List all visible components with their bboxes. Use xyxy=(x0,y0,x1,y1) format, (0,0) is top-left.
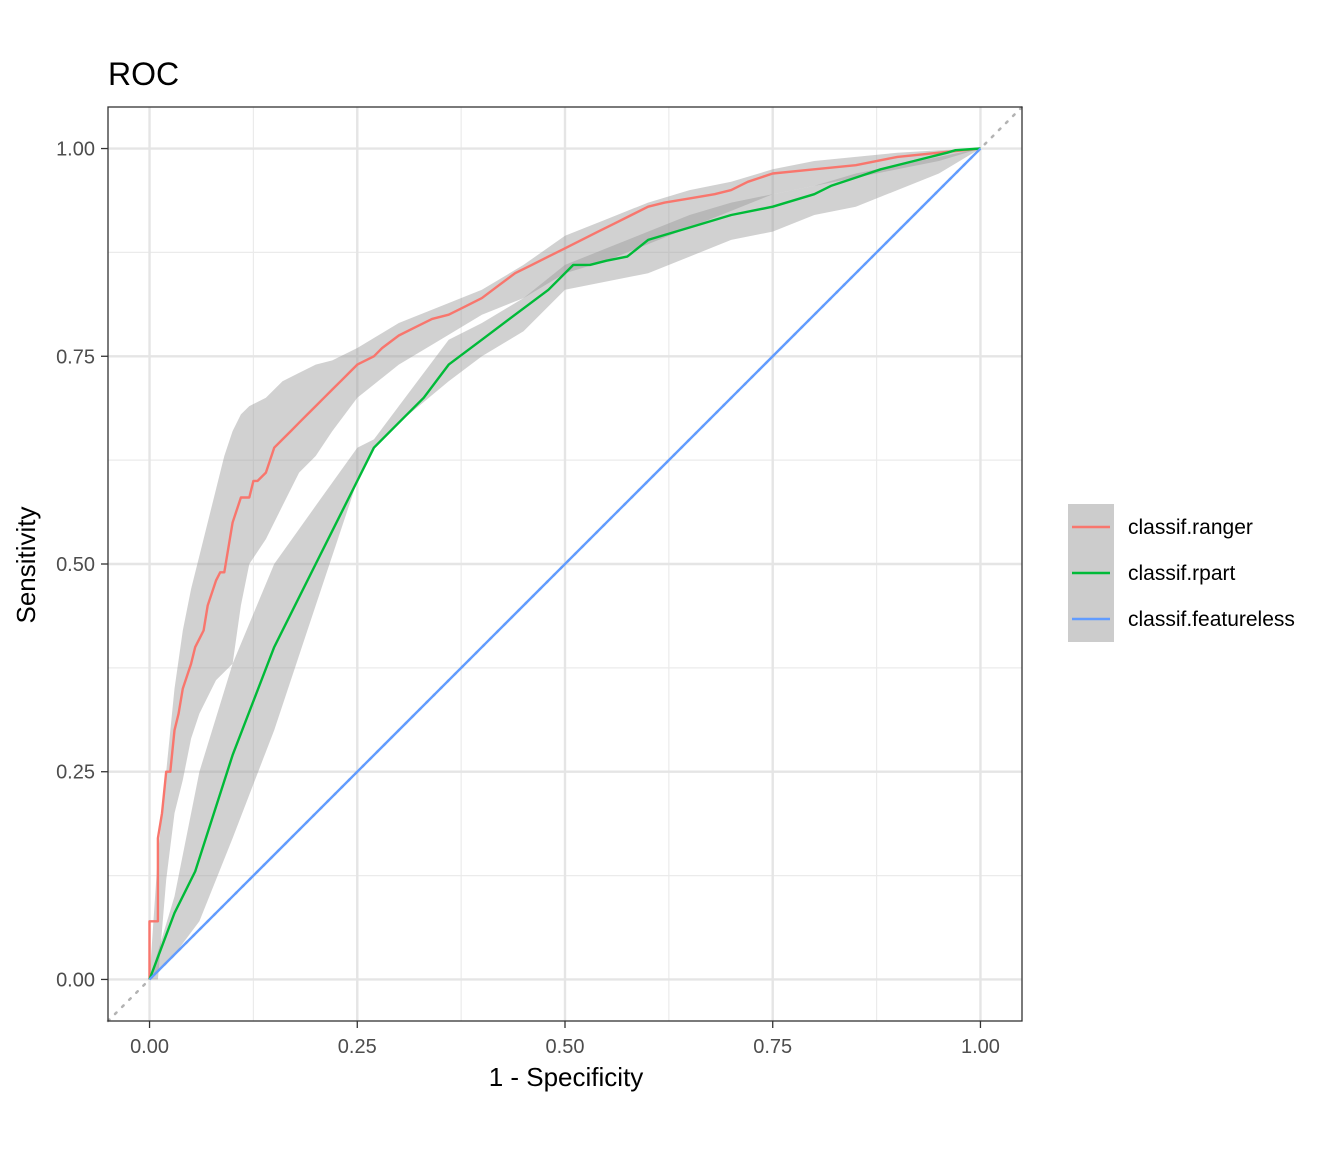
y-tick-label: 0.25 xyxy=(56,762,95,784)
x-axis-ticks: 0.00 0.25 0.50 0.75 1.00 xyxy=(130,1021,1000,1058)
legend-label-classif.rpart: classif.rpart xyxy=(1128,562,1236,585)
legend-label-classif.featureless: classif.featureless xyxy=(1128,608,1295,631)
y-tick-label: 0.75 xyxy=(56,346,95,368)
chart-title: ROC xyxy=(108,56,179,92)
y-tick-label: 0.50 xyxy=(56,554,95,576)
legend: classif.ranger classif.rpart classif.featu… xyxy=(1068,504,1295,642)
x-tick-label: 0.75 xyxy=(753,1036,792,1058)
y-tick-label: 0.00 xyxy=(56,969,95,991)
confidence-band-classif.ranger xyxy=(149,148,981,980)
series-lines xyxy=(148,147,982,981)
y-axis-ticks: 0.00 0.25 0.50 0.75 1.00 xyxy=(56,139,108,991)
y-axis-title: Sensitivity xyxy=(11,506,41,623)
legend-label-classif.ranger: classif.ranger xyxy=(1128,516,1253,539)
x-tick-label: 0.00 xyxy=(130,1036,169,1058)
x-tick-label: 1.00 xyxy=(961,1036,1000,1058)
x-tick-label: 0.25 xyxy=(338,1036,377,1058)
y-tick-label: 1.00 xyxy=(56,139,95,161)
series-line-classif.ranger xyxy=(148,147,981,980)
series-line-classif.featureless xyxy=(148,147,982,981)
x-tick-label: 0.50 xyxy=(546,1036,585,1058)
x-axis-title: 1 - Specificity xyxy=(489,1062,644,1092)
series-line-classif.rpart xyxy=(148,147,981,980)
